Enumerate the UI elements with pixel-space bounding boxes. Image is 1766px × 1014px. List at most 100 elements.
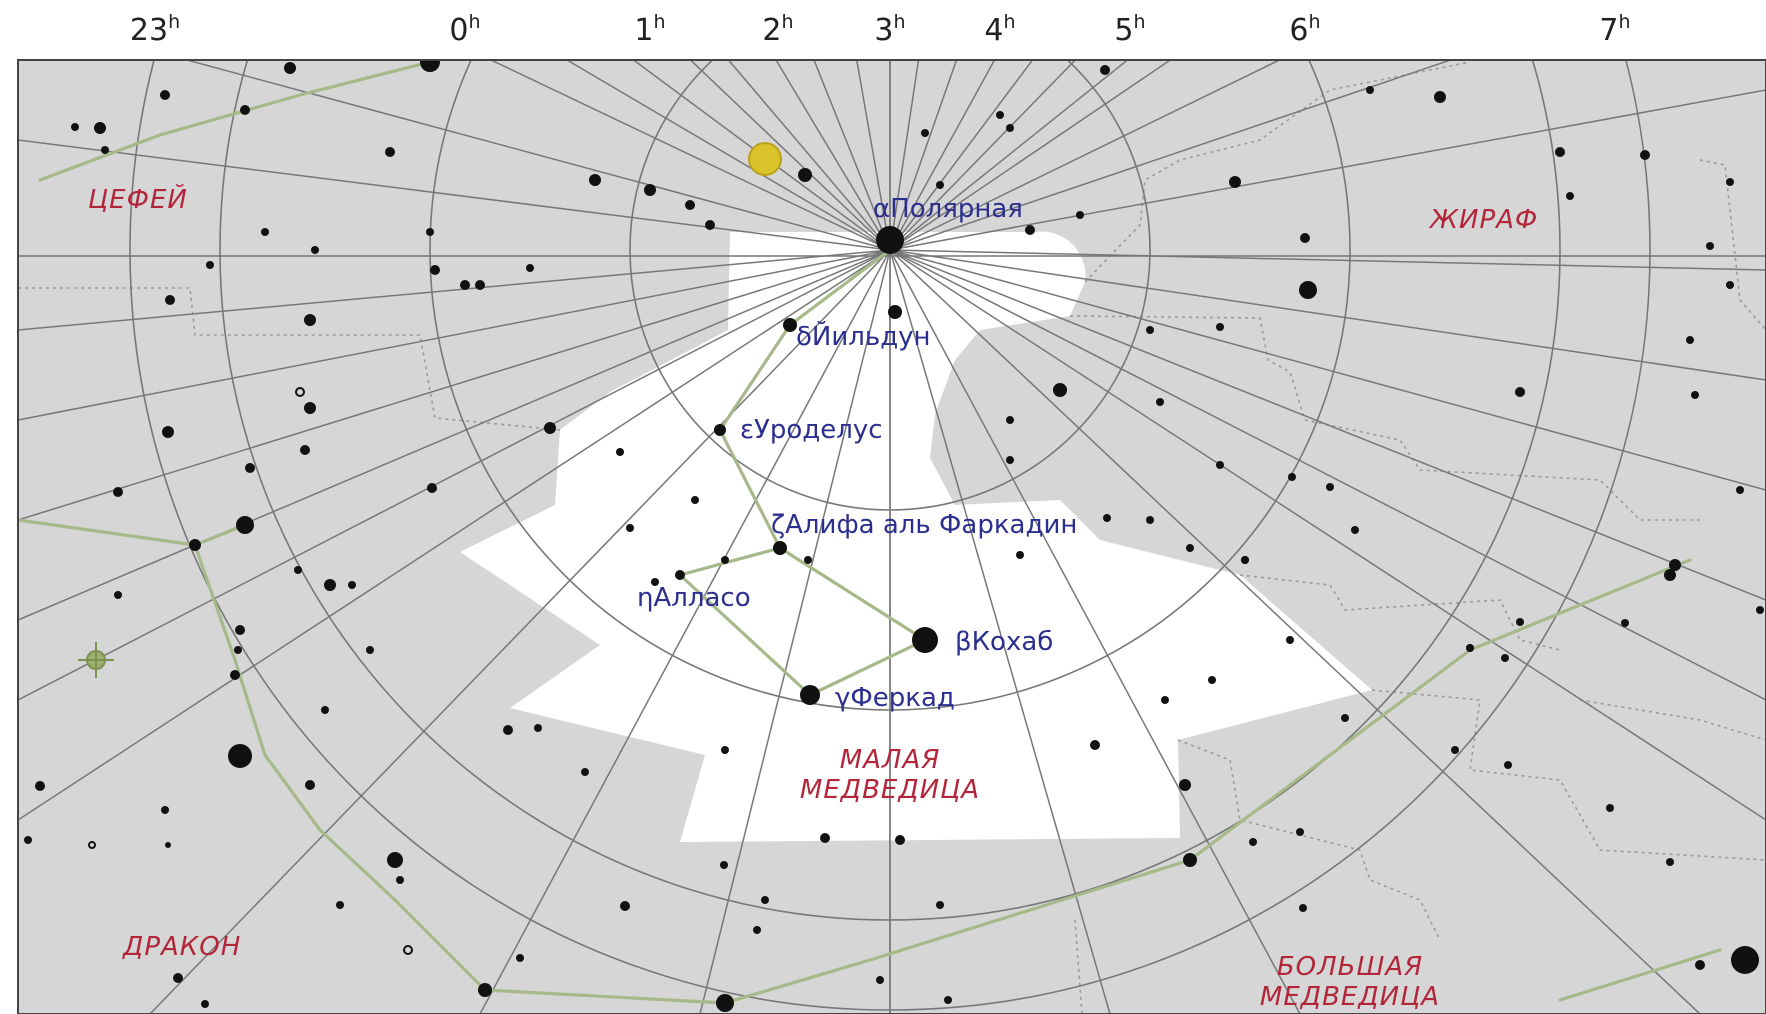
star: [798, 168, 812, 182]
star: [478, 983, 492, 997]
star: [721, 746, 729, 754]
star: [944, 996, 952, 1004]
star: [544, 422, 556, 434]
constellation-label-3: ДРАКОН: [122, 932, 241, 962]
star: [387, 852, 403, 868]
star: [1146, 516, 1154, 524]
star: [895, 835, 905, 845]
star: [101, 146, 109, 154]
star: [284, 62, 296, 74]
star: [245, 463, 255, 473]
star: [1515, 387, 1525, 397]
star: [165, 295, 175, 305]
star: [1076, 211, 1084, 219]
planet-marker: [749, 143, 781, 175]
star: [581, 768, 589, 776]
star: [1006, 456, 1014, 464]
star: [1179, 779, 1191, 791]
star: [626, 524, 634, 532]
star: [1006, 416, 1014, 424]
star: [1726, 281, 1734, 289]
star: [1016, 551, 1024, 559]
constellation-label-0: ЦЕФЕЙ: [88, 183, 188, 215]
star: [1326, 483, 1334, 491]
star: [773, 541, 787, 555]
star: [206, 261, 214, 269]
star: [716, 994, 734, 1012]
star: [160, 90, 170, 100]
ra-label-1: 1h: [634, 11, 665, 48]
star: [430, 265, 440, 275]
star: [1216, 323, 1224, 331]
star: [1229, 176, 1241, 188]
star-label-0: αПолярная: [873, 194, 1023, 224]
star: [1664, 569, 1676, 581]
star: [162, 426, 174, 438]
star: [534, 724, 542, 732]
star: [305, 780, 315, 790]
star: [783, 318, 797, 332]
star: [1516, 618, 1524, 626]
star: [1146, 326, 1154, 334]
star: [1695, 960, 1705, 970]
ra-label-4: 4h: [984, 11, 1015, 48]
star: [114, 591, 122, 599]
star: [1555, 147, 1565, 157]
star: [1726, 178, 1734, 186]
star: [516, 954, 524, 962]
ra-label-5: 5h: [1114, 11, 1145, 48]
star: [1053, 383, 1067, 397]
constellation-label-1: ЖИРАФ: [1428, 205, 1538, 235]
star: [1504, 761, 1512, 769]
star: [753, 926, 761, 934]
star: [1366, 86, 1374, 94]
star: [1208, 676, 1216, 684]
star: [1186, 544, 1194, 552]
star: [800, 685, 820, 705]
star: [1606, 804, 1614, 812]
ra-label-7: 7h: [1599, 11, 1630, 48]
star: [173, 973, 183, 983]
star: [720, 861, 728, 869]
star: [616, 448, 624, 456]
star: [1566, 192, 1574, 200]
star: [165, 842, 171, 848]
star: [820, 833, 830, 843]
star: [1183, 853, 1197, 867]
star: [1706, 242, 1714, 250]
star: [1736, 486, 1744, 494]
star: [304, 314, 316, 326]
star: [761, 896, 769, 904]
star: [385, 147, 395, 157]
star: [235, 625, 245, 635]
star-label-6: γФеркад: [835, 683, 955, 713]
star: [1249, 838, 1257, 846]
star: [475, 280, 485, 290]
star: [1025, 225, 1035, 235]
star: [1501, 654, 1509, 662]
star: [685, 200, 695, 210]
star: [113, 487, 123, 497]
star: [589, 174, 601, 186]
star: [234, 646, 242, 654]
star: [714, 424, 726, 436]
star: [1341, 714, 1349, 722]
star: [321, 706, 329, 714]
star: [804, 556, 812, 564]
star: [1241, 556, 1249, 564]
star: [644, 184, 656, 196]
star: [366, 646, 374, 654]
star: [427, 483, 437, 493]
star: [1296, 828, 1304, 836]
star: [675, 570, 685, 580]
star: [1640, 150, 1650, 160]
ra-label-6: 6h: [1289, 11, 1320, 48]
star: [1103, 514, 1111, 522]
star: [35, 781, 45, 791]
star: [876, 976, 884, 984]
star: [1299, 904, 1307, 912]
star: [921, 129, 929, 137]
star: [912, 627, 938, 653]
star-label-5: βКохаб: [955, 627, 1053, 657]
star: [620, 901, 630, 911]
